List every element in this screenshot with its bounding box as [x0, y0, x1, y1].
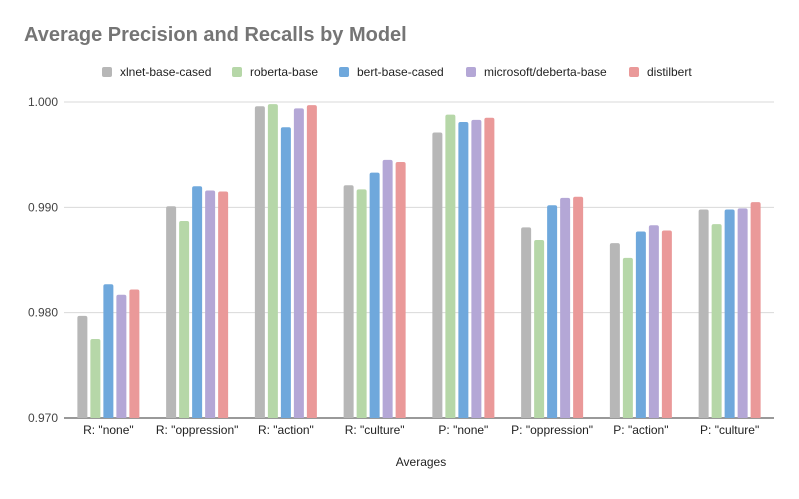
legend-swatch — [629, 67, 639, 77]
bar — [395, 162, 406, 418]
legend-label: microsoft/deberta-base — [484, 65, 607, 79]
bar — [622, 257, 633, 418]
bar — [90, 339, 101, 418]
bar — [77, 315, 88, 418]
bar — [356, 189, 367, 418]
bar — [724, 209, 735, 418]
bar — [609, 243, 620, 418]
chart-title: Average Precision and Recalls by Model — [24, 24, 407, 46]
legend-label: roberta-base — [250, 65, 318, 79]
bar — [129, 289, 140, 418]
legend-swatch — [466, 67, 476, 77]
x-tick-label: R: "action" — [258, 423, 314, 437]
bar — [560, 197, 571, 418]
x-tick-label: P: "oppression" — [511, 423, 593, 437]
bar — [306, 105, 317, 418]
x-tick-label: P: "culture" — [700, 423, 759, 437]
x-tick-label: P: "action" — [613, 423, 668, 437]
bar — [218, 191, 229, 418]
legend-swatch — [339, 67, 349, 77]
bar — [521, 227, 532, 418]
bar — [547, 205, 558, 418]
legend-swatch — [102, 67, 112, 77]
x-axis-label: Averages — [396, 455, 446, 469]
bar — [573, 196, 584, 418]
y-tick-label: 0.980 — [28, 306, 58, 320]
bar — [382, 159, 393, 418]
bar — [534, 239, 545, 418]
bar — [698, 209, 709, 418]
legend-label: xlnet-base-cased — [120, 65, 211, 79]
bar — [192, 186, 203, 418]
bar — [293, 108, 304, 418]
legend-swatch — [232, 67, 242, 77]
legend-label: distilbert — [647, 65, 692, 79]
bar — [445, 114, 456, 418]
bar — [635, 231, 646, 418]
x-tick-label: R: "oppression" — [156, 423, 239, 437]
bar — [458, 122, 469, 418]
bar — [280, 127, 291, 418]
bar — [254, 106, 265, 419]
legend-label: bert-base-cased — [357, 65, 444, 79]
bar — [103, 284, 114, 418]
bar — [471, 119, 482, 418]
bar — [116, 294, 127, 418]
bar — [737, 208, 748, 418]
bar — [179, 221, 190, 418]
x-tick-label: P: "none" — [438, 423, 488, 437]
bar — [166, 206, 177, 418]
bar — [432, 132, 443, 418]
bar — [205, 190, 216, 418]
y-tick-label: 0.970 — [28, 411, 58, 425]
y-tick-label: 0.990 — [28, 200, 58, 214]
bar — [343, 185, 354, 418]
bar — [750, 202, 761, 418]
bar — [369, 172, 380, 418]
y-tick-label: 1.000 — [28, 95, 58, 109]
x-tick-label: R: "none" — [83, 423, 134, 437]
bar — [267, 104, 278, 419]
bar — [484, 117, 495, 419]
bar — [661, 230, 672, 418]
x-tick-label: R: "culture" — [345, 423, 405, 437]
bar — [648, 225, 659, 418]
bar — [711, 224, 722, 418]
